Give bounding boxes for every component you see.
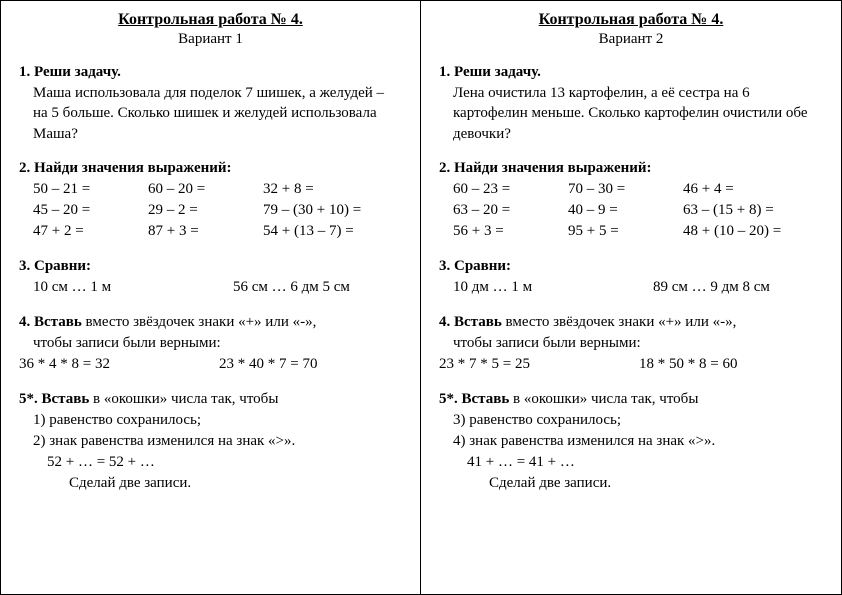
expr-row: 56 + 3 = 95 + 5 = 48 + (10 – 20) = xyxy=(453,221,823,242)
compare: 89 см … 9 дм 8 см xyxy=(653,277,823,298)
expr-row: 47 + 2 = 87 + 3 = 54 + (13 – 7) = xyxy=(33,221,402,242)
expr: 47 + 2 = xyxy=(33,221,148,242)
task-1: 1. Реши задачу. Лена очистила 13 картофе… xyxy=(439,62,823,144)
expr: 95 + 5 = xyxy=(568,221,683,242)
variant-2: Контрольная работа № 4. Вариант 2 1. Реш… xyxy=(421,1,841,594)
task-5: 5*. Вставь в «окошки» числа так, чтобы 3… xyxy=(439,389,823,494)
title: Контрольная работа № 4. xyxy=(439,11,823,29)
expr-row: 50 – 21 = 60 – 20 = 32 + 8 = xyxy=(33,179,402,200)
expr: 29 – 2 = xyxy=(148,200,263,221)
task-1-head: 1. Реши задачу. xyxy=(19,64,121,80)
task-4-rest: вместо звёздочек знаки «+» или «-», xyxy=(502,314,737,330)
task-5-l1: 3) равенство сохранилось; xyxy=(453,410,823,431)
stars: 23 * 7 * 5 = 25 xyxy=(439,354,639,375)
compare-row: 10 дм … 1 м 89 см … 9 дм 8 см xyxy=(453,277,823,298)
expr-row: 45 – 20 = 29 – 2 = 79 – (30 + 10) = xyxy=(33,200,402,221)
subtitle: Вариант 2 xyxy=(439,31,823,48)
expr: 32 + 8 = xyxy=(263,179,402,200)
stars-row: 36 * 4 * 8 = 32 23 * 40 * 7 = 70 xyxy=(19,354,402,375)
expr: 60 – 23 = xyxy=(453,179,568,200)
subtitle: Вариант 1 xyxy=(19,31,402,48)
task-2: 2. Найди значения выражений: 60 – 23 = 7… xyxy=(439,158,823,242)
variant-1: Контрольная работа № 4. Вариант 1 1. Реш… xyxy=(1,1,421,594)
task-4: 4. Вставь вместо звёздочек знаки «+» или… xyxy=(439,312,823,375)
expr: 45 – 20 = xyxy=(33,200,148,221)
compare-row: 10 см … 1 м 56 см … 6 дм 5 см xyxy=(33,277,402,298)
task-4-head: 4. Вставь xyxy=(439,314,502,330)
compare: 10 см … 1 м xyxy=(33,277,233,298)
task-2: 2. Найди значения выражений: 50 – 21 = 6… xyxy=(19,158,402,242)
task-5-l3: 52 + … = 52 + … xyxy=(47,452,402,473)
task-1-text: Лена очистила 13 картофелин, а её сестра… xyxy=(453,83,823,144)
expr-row: 60 – 23 = 70 – 30 = 46 + 4 = xyxy=(453,179,823,200)
task-5-head: 5*. Вставь xyxy=(439,391,509,407)
task-5-rest: в «окошки» числа так, чтобы xyxy=(509,391,698,407)
expr: 54 + (13 – 7) = xyxy=(263,221,402,242)
task-3: 3. Сравни: 10 см … 1 м 56 см … 6 дм 5 см xyxy=(19,256,402,298)
compare: 56 см … 6 дм 5 см xyxy=(233,277,402,298)
task-4-head: 4. Вставь xyxy=(19,314,82,330)
task-5-l4: Сделай две записи. xyxy=(69,473,402,494)
task-1-text: Маша использовала для поделок 7 шишек, а… xyxy=(33,83,402,144)
task-5-rest: в «окошки» числа так, чтобы xyxy=(89,391,278,407)
expr: 79 – (30 + 10) = xyxy=(263,200,402,221)
task-3-head: 3. Сравни: xyxy=(439,258,511,274)
task-2-head: 2. Найди значения выражений: xyxy=(439,160,652,176)
expr: 56 + 3 = xyxy=(453,221,568,242)
stars-row: 23 * 7 * 5 = 25 18 * 50 * 8 = 60 xyxy=(439,354,823,375)
task-4-line2: чтобы записи были верными: xyxy=(33,333,402,354)
expr: 63 – 20 = xyxy=(453,200,568,221)
task-5-l1: 1) равенство сохранилось; xyxy=(33,410,402,431)
expr: 60 – 20 = xyxy=(148,179,263,200)
task-5-head: 5*. Вставь xyxy=(19,391,89,407)
expr: 70 – 30 = xyxy=(568,179,683,200)
expr: 46 + 4 = xyxy=(683,179,823,200)
task-1-head: 1. Реши задачу. xyxy=(439,64,541,80)
task-3-head: 3. Сравни: xyxy=(19,258,91,274)
worksheet-page: Контрольная работа № 4. Вариант 1 1. Реш… xyxy=(0,0,842,595)
expr: 87 + 3 = xyxy=(148,221,263,242)
task-2-head: 2. Найди значения выражений: xyxy=(19,160,232,176)
title: Контрольная работа № 4. xyxy=(19,11,402,29)
task-4-line2: чтобы записи были верными: xyxy=(453,333,823,354)
task-1: 1. Реши задачу. Маша использовала для по… xyxy=(19,62,402,144)
expr: 48 + (10 – 20) = xyxy=(683,221,823,242)
compare: 10 дм … 1 м xyxy=(453,277,653,298)
stars: 18 * 50 * 8 = 60 xyxy=(639,354,823,375)
expr-row: 63 – 20 = 40 – 9 = 63 – (15 + 8) = xyxy=(453,200,823,221)
task-4-rest: вместо звёздочек знаки «+» или «-», xyxy=(82,314,317,330)
task-5-l3: 41 + … = 41 + … xyxy=(467,452,823,473)
expr: 50 – 21 = xyxy=(33,179,148,200)
task-5-l2: 2) знак равенства изменился на знак «>». xyxy=(33,431,402,452)
task-3: 3. Сравни: 10 дм … 1 м 89 см … 9 дм 8 см xyxy=(439,256,823,298)
task-4: 4. Вставь вместо звёздочек знаки «+» или… xyxy=(19,312,402,375)
stars: 23 * 40 * 7 = 70 xyxy=(219,354,402,375)
task-5-l2: 4) знак равенства изменился на знак «>». xyxy=(453,431,823,452)
stars: 36 * 4 * 8 = 32 xyxy=(19,354,219,375)
task-5-l4: Сделай две записи. xyxy=(489,473,823,494)
task-5: 5*. Вставь в «окошки» числа так, чтобы 1… xyxy=(19,389,402,494)
expr: 40 – 9 = xyxy=(568,200,683,221)
expr: 63 – (15 + 8) = xyxy=(683,200,823,221)
